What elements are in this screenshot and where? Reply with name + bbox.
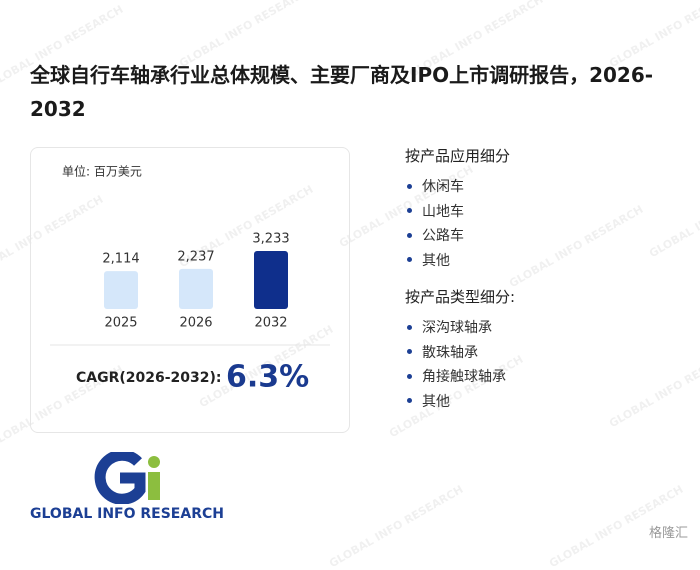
bullet [407,373,412,379]
segment: 按产品类型细分: 深沟球轴承散珠轴承角接触球轴承 其他 [405,286,685,413]
segments: 按产品应用细分 休闲车 山地车 公路车 其他 按产品类型细分: 深沟球轴承 散珠轴承 角接触球轴… [405,145,685,427]
value-label: 2,237 [177,249,214,264]
segment-item-text: 角接触球轴承 [422,369,506,386]
logo-i [148,472,160,500]
segment-item: 散珠轴承 [405,340,685,365]
bullet [407,324,412,330]
cagr-value: 6.3% [226,360,309,395]
category-label: 2032 [254,316,287,331]
segment-item-text: 其他 [422,393,450,410]
segment: 按产品应用细分休闲车山地车公路车其他 [405,145,685,272]
chart-card [30,147,350,433]
segment-item: 角接触球轴承 [405,364,685,389]
segment-item-text: 散珠轴承 [422,344,478,361]
bar [179,268,213,309]
bullet [407,257,412,263]
bullet [407,208,412,214]
bullet [407,232,412,238]
segment-item: 其他 [405,248,685,273]
segment-item-text: 其他 [422,252,450,269]
watermark: GLOBAL INFO RESEARCH [326,482,466,570]
category-label: 2025 [104,316,137,331]
category-label: 2026 [179,316,212,331]
logo-g [94,452,146,504]
segment-item: 深沟球轴承 [405,315,685,340]
segment-item: 其他 [405,389,685,414]
segment-item: 休闲车 [405,174,685,199]
logo-graphic [94,452,160,504]
chart: 单位: 百万美元 CAGR(2026-2032): 6.3% 2,114 2025… [50,164,330,395]
bar [254,251,288,309]
bullet [407,183,412,189]
segment-item-text: 山地车 [422,203,464,220]
segment-item-text: 公路车 [422,228,464,245]
segment-item-text: 休闲车 [422,179,464,196]
segment-item: 公路车 [405,223,685,248]
segment-heading: 按产品类型细分: [405,288,516,306]
segment-heading: 按产品应用细分 [405,147,511,165]
corner-mark: 格隆汇 [648,526,688,541]
bullet [407,349,412,355]
logo-dot [148,456,160,468]
report-title: 全球自行车轴承行业总体规模、主要厂商及IPO上市调研报告，2026-2032 [30,63,654,121]
logo-text: GLOBAL INFO RESEARCH [30,506,224,522]
value-label: 3,233 [252,232,289,247]
unit-label: 单位: 百万美元 [62,164,142,179]
bullet [407,398,412,404]
cagr-label: CAGR(2026-2032): [76,370,222,386]
value-label: 2,114 [102,252,139,267]
segment-item: 山地车 [405,199,685,224]
segment-item-text: 深沟球轴承 [422,320,492,337]
bar [104,271,138,309]
